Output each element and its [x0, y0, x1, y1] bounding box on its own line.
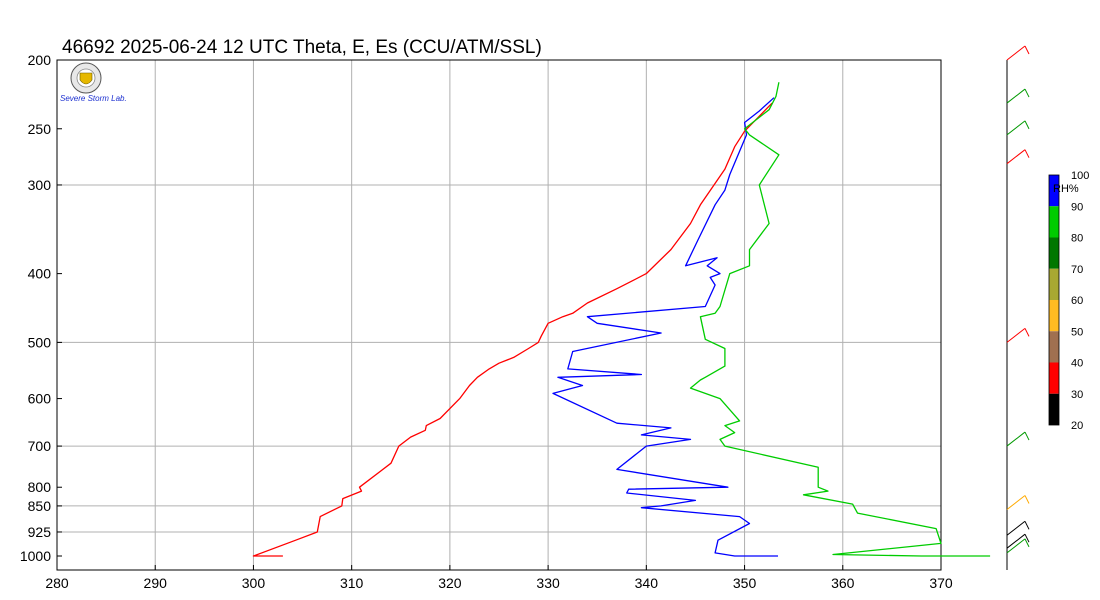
- y-tick-label: 850: [28, 498, 52, 514]
- colorbar-label: 60: [1071, 295, 1083, 307]
- wind-barb: [1006, 45, 1030, 61]
- x-tick-label: 290: [144, 575, 168, 591]
- wind-barb: [1006, 327, 1030, 343]
- colorbar-title: RH%: [1053, 183, 1079, 195]
- x-tick-label: 310: [340, 575, 364, 591]
- colorbar-label: 100: [1071, 170, 1089, 182]
- colorbar-segment: [1049, 393, 1059, 425]
- colorbar-label: 70: [1071, 264, 1083, 276]
- x-tick-label: 340: [635, 575, 659, 591]
- chart-title: 46692 2025-06-24 12 UTC Theta, E, Es (CC…: [62, 37, 542, 58]
- y-tick-label: 400: [28, 266, 52, 282]
- colorbar-label: 50: [1071, 326, 1083, 338]
- y-tick-label: 600: [28, 391, 52, 407]
- x-tick-label: 280: [45, 575, 69, 591]
- wind-barb: [1006, 533, 1030, 549]
- y-tick-label: 925: [28, 524, 52, 540]
- plot-frame: [56, 59, 942, 571]
- wind-barb: [1006, 149, 1030, 165]
- colorbar-frame: [1048, 174, 1060, 426]
- x-axis: 280 290 300 310 320 330 340 350 360 370: [45, 565, 953, 591]
- x-tick-label: 300: [242, 575, 266, 591]
- wind-barb: [1006, 538, 1030, 554]
- colorbar-label: 20: [1071, 420, 1083, 432]
- wind-barb: [1006, 520, 1030, 536]
- colorbar-label: 90: [1071, 201, 1083, 213]
- wind-barb: [1006, 120, 1030, 136]
- series-line: [552, 97, 778, 557]
- grid-lines: [57, 60, 941, 570]
- colorbar-label: 30: [1071, 389, 1083, 401]
- y-tick-label: 250: [28, 121, 52, 137]
- colorbar-segment: [1049, 300, 1059, 332]
- y-tick-label: 500: [28, 334, 52, 350]
- y-axis: 200 250 300 400 500 600 700 800 850 925 1000: [20, 52, 62, 564]
- series-layer: [252, 82, 991, 557]
- series-line: [689, 82, 991, 557]
- logo-text: Severe Storm Lab.: [60, 94, 127, 103]
- colorbar-label: 40: [1071, 358, 1083, 370]
- y-tick-label: 700: [28, 438, 52, 454]
- wind-barbs: [1006, 45, 1030, 570]
- colorbar-segment: [1049, 206, 1059, 238]
- series-line: [252, 102, 773, 557]
- colorbar-segment: [1049, 175, 1059, 207]
- colorbar-segment: [1049, 331, 1059, 363]
- colorbar-label: 80: [1071, 233, 1083, 245]
- x-tick-label: 330: [536, 575, 560, 591]
- x-tick-label: 320: [438, 575, 462, 591]
- y-tick-label: 200: [28, 52, 52, 68]
- y-tick-label: 300: [28, 177, 52, 193]
- colorbar-segment: [1049, 362, 1059, 394]
- y-tick-label: 1000: [20, 548, 51, 564]
- wind-barb: [1006, 495, 1030, 510]
- y-tick-label: 800: [28, 479, 52, 495]
- wind-barb: [1006, 88, 1030, 104]
- logo-shield-icon: [79, 72, 93, 85]
- x-tick-label: 370: [929, 575, 953, 591]
- colorbar-segment: [1049, 268, 1059, 300]
- x-tick-label: 360: [831, 575, 855, 591]
- logo: Severe Storm Lab.: [60, 62, 127, 103]
- colorbar-segment: [1049, 237, 1059, 269]
- rh-colorbar: 100 90 80 70 60 50 40 30 20: [1048, 170, 1089, 432]
- wind-barb: [1006, 431, 1030, 447]
- x-tick-label: 350: [733, 575, 757, 591]
